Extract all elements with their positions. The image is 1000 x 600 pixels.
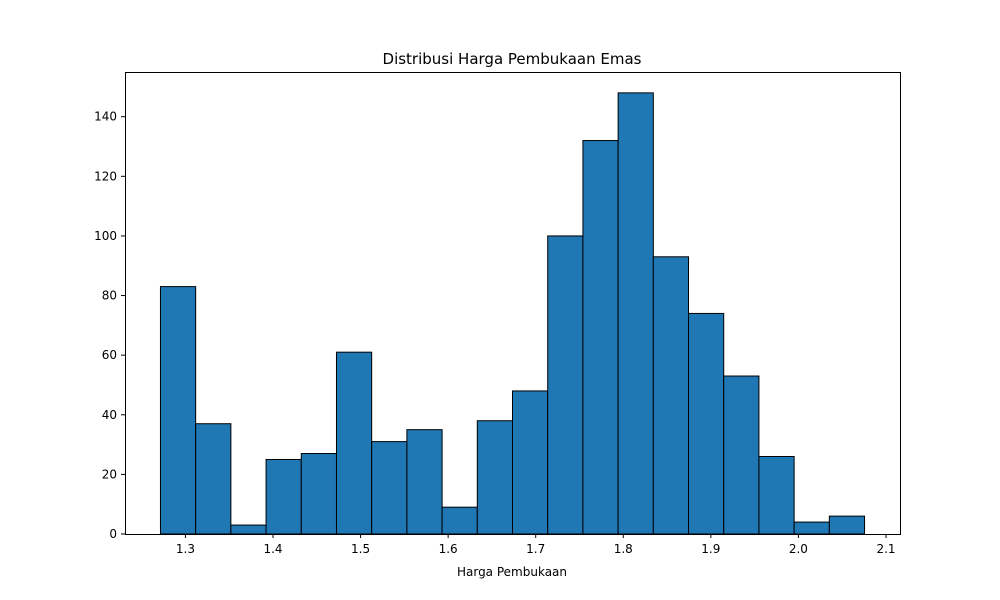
histogram-bar <box>300 453 337 535</box>
histogram-bar <box>582 140 619 535</box>
histogram-bar <box>230 524 267 535</box>
histogram-bar <box>441 506 478 535</box>
y-tick-label: 40 <box>102 408 117 422</box>
histogram-bar <box>652 256 690 535</box>
x-tick-label: 2.0 <box>789 542 808 556</box>
histogram-bar <box>758 456 795 535</box>
x-tick-label: 1.3 <box>176 542 195 556</box>
x-tick-label: 2.1 <box>876 542 895 556</box>
bars-group <box>159 92 866 535</box>
chart-title: Distribusi Harga Pembukaan Emas <box>383 50 642 68</box>
histogram-bar <box>512 390 549 535</box>
histogram-bar <box>723 375 760 535</box>
x-tick-label: 1.4 <box>263 542 282 556</box>
y-tick-label: 120 <box>94 169 117 183</box>
histogram-bar <box>335 351 373 535</box>
y-tick-label: 80 <box>102 289 117 303</box>
histogram-bar <box>828 515 866 535</box>
histogram-bar <box>476 420 513 535</box>
histogram-bar <box>617 92 654 535</box>
x-axis-ticks: 1.3 1.4 1.5 1.6 1.7 1.8 1.9 2.0 2.1 <box>176 534 896 556</box>
histogram-bar <box>547 235 584 535</box>
histogram-bar <box>371 441 408 535</box>
y-tick-label: 60 <box>102 348 117 362</box>
y-tick-label: 0 <box>109 527 117 541</box>
histogram-bar <box>159 286 197 535</box>
y-tick-label: 140 <box>94 110 117 124</box>
x-tick-label: 1.6 <box>439 542 458 556</box>
y-axis-ticks: 0 20 40 60 80 100 120 140 <box>94 110 125 541</box>
histogram-bar <box>406 429 443 535</box>
x-tick-label: 1.7 <box>526 542 545 556</box>
histogram-bar <box>793 521 830 535</box>
plot-frame <box>125 72 901 535</box>
histogram-bar <box>688 312 725 535</box>
histogram-bar <box>195 423 232 535</box>
x-tick-label: 1.9 <box>701 542 720 556</box>
histogram-bar <box>265 458 302 535</box>
y-tick-label: 100 <box>94 229 117 243</box>
x-tick-label: 1.8 <box>614 542 633 556</box>
x-axis-label: Harga Pembukaan <box>457 565 567 579</box>
y-tick-label: 20 <box>102 467 117 481</box>
x-tick-label: 1.5 <box>351 542 370 556</box>
